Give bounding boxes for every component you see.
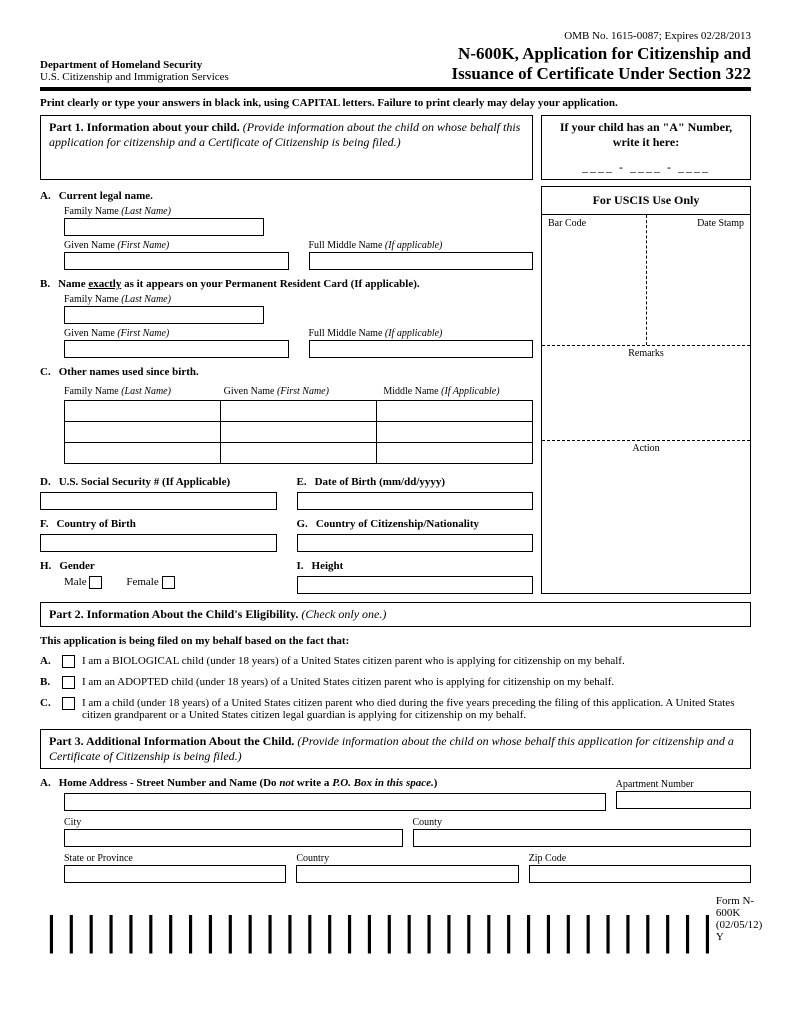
- label-fn-c: Family Name (Last Name): [64, 386, 214, 397]
- given-name-b-field[interactable]: [64, 340, 289, 358]
- family-name-a-field[interactable]: [64, 218, 264, 236]
- elig-c-checkbox[interactable]: [62, 697, 75, 710]
- zip-label: Zip Code: [529, 853, 751, 864]
- label-given-name-a: Given Name (First Name): [64, 240, 289, 251]
- city-label: City: [64, 817, 403, 828]
- section-h-heading: Gender: [59, 560, 94, 572]
- dob-field[interactable]: [297, 492, 534, 510]
- label-middle-name-a: Full Middle Name (If applicable): [309, 240, 534, 251]
- county-label: County: [413, 817, 752, 828]
- label-family-name-b: Family Name (Last Name): [64, 294, 533, 305]
- country-birth-field[interactable]: [40, 534, 277, 552]
- p3a-heading: Home Address - Street Number and Name (D…: [59, 777, 438, 789]
- uscis-heading: For USCIS Use Only: [542, 187, 750, 215]
- other-names-table[interactable]: [64, 400, 533, 464]
- form-title-2: Issuance of Certificate Under Section 32…: [451, 64, 751, 84]
- state-field[interactable]: [64, 865, 286, 883]
- label-family-name-a: Family Name (Last Name): [64, 206, 533, 217]
- section-b-heading: Name exactly as it appears on your Perma…: [58, 278, 420, 290]
- section-e-heading: Date of Birth (mm/dd/yyyy): [315, 476, 445, 488]
- section-f-heading: Country of Birth: [56, 518, 135, 530]
- height-field[interactable]: [297, 576, 534, 594]
- elig-a-checkbox[interactable]: [62, 655, 75, 668]
- country-label: Country: [296, 853, 518, 864]
- country-citizenship-field[interactable]: [297, 534, 534, 552]
- country-field[interactable]: [296, 865, 518, 883]
- family-name-b-field[interactable]: [64, 306, 264, 324]
- a-number-field[interactable]: ____ - ____ - ____: [548, 160, 744, 175]
- uscis-action: Action: [542, 440, 750, 525]
- uscis-datestamp-label: Date Stamp: [647, 215, 751, 345]
- county-field[interactable]: [413, 829, 752, 847]
- part2-heading: This application is being filed on my be…: [40, 635, 751, 647]
- section-i-heading: Height: [312, 560, 344, 572]
- part1-box: Part 1. Information about your child. (P…: [40, 115, 533, 180]
- uscis-remarks: Remarks: [542, 345, 750, 440]
- a-number-box: If your child has an "A" Number, write i…: [541, 115, 751, 180]
- apt-label: Apartment Number: [616, 779, 751, 790]
- middle-name-b-field[interactable]: [309, 340, 534, 358]
- label-given-name-b: Given Name (First Name): [64, 328, 289, 339]
- elig-a-text: I am a BIOLOGICAL child (under 18 years)…: [82, 655, 751, 668]
- label-gn-c: Given Name (First Name): [224, 386, 374, 397]
- male-label: Male: [64, 576, 87, 588]
- omb-number: OMB No. 1615-0087; Expires 02/28/2013: [40, 30, 751, 42]
- form-title-1: N-600K, Application for Citizenship and: [451, 44, 751, 64]
- instructions: Print clearly or type your answers in bl…: [40, 97, 751, 109]
- apt-field[interactable]: [616, 791, 751, 809]
- section-a-heading: Current legal name.: [59, 190, 153, 202]
- part3-box: Part 3. Additional Information About the…: [40, 729, 751, 769]
- uscis-box: For USCIS Use Only Bar Code Date Stamp R…: [541, 186, 751, 594]
- agency: U.S. Citizenship and Immigration Service…: [40, 71, 229, 83]
- section-g-heading: Country of Citizenship/Nationality: [316, 518, 479, 530]
- zip-field[interactable]: [529, 865, 751, 883]
- dept: Department of Homeland Security: [40, 59, 229, 71]
- street-field[interactable]: [64, 793, 606, 811]
- elig-b-checkbox[interactable]: [62, 676, 75, 689]
- ssn-field[interactable]: [40, 492, 277, 510]
- part2-box: Part 2. Information About the Child's El…: [40, 602, 751, 627]
- section-c-heading: Other names used since birth.: [59, 366, 199, 378]
- female-label: Female: [126, 576, 158, 588]
- form-number: Form N-600K (02/05/12) Y: [716, 895, 762, 943]
- barcode: ||||||||||||||||||||||||||||||||||: [40, 920, 716, 943]
- uscis-barcode-label: Bar Code: [542, 215, 647, 345]
- state-label: State or Province: [64, 853, 286, 864]
- elig-b-text: I am an ADOPTED child (under 18 years) o…: [82, 676, 751, 689]
- male-checkbox[interactable]: [89, 576, 102, 589]
- label-middle-name-b: Full Middle Name (If applicable): [309, 328, 534, 339]
- given-name-a-field[interactable]: [64, 252, 289, 270]
- city-field[interactable]: [64, 829, 403, 847]
- label-mn-c: Middle Name (If Applicable): [383, 386, 533, 397]
- elig-c-text: I am a child (under 18 years) of a Unite…: [82, 697, 751, 721]
- middle-name-a-field[interactable]: [309, 252, 534, 270]
- section-d-heading: U.S. Social Security # (If Applicable): [59, 476, 230, 488]
- female-checkbox[interactable]: [162, 576, 175, 589]
- header: Department of Homeland Security U.S. Cit…: [40, 44, 751, 91]
